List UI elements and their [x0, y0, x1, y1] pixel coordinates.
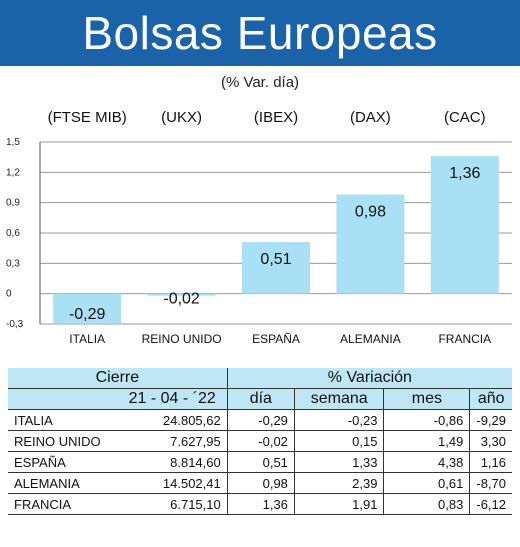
table-row: REINO UNIDO 7.627,95 -0,02 0,15 1,49 3,3…: [8, 430, 512, 452]
bar-italia: [53, 293, 122, 323]
y-tick-label: 1,5: [6, 137, 20, 148]
data-table: Cierre % Variación 21 - 04 - ´22 día sem…: [8, 368, 512, 515]
index-label: (IBEX): [254, 109, 298, 126]
y-tick-label: 0,6: [6, 228, 20, 239]
header-date: 21 - 04 - ´22: [117, 388, 228, 410]
category-label: ITALIA: [69, 332, 105, 346]
bar-alemania: [336, 194, 405, 294]
category-label: ALEMANIA: [340, 332, 401, 346]
header-cierre: Cierre: [8, 368, 228, 389]
category-label: REINO UNIDO: [142, 332, 222, 346]
bar-chart: -0,3 0 0,3 0,6 0,9 1,2 1,5 -0,29 (FTSE MIB) ITALI…: [6, 109, 512, 346]
bar-españa: [242, 242, 310, 294]
data-label: 0,51: [260, 251, 291, 268]
chart-subtitle: (% Var. día): [220, 74, 300, 91]
table-header-row-2: 21 - 04 - ´22 día semana mes año: [8, 388, 512, 410]
table-row: ALEMANIA 14.502,41 0,98 2,39 0,61 -8,70: [8, 472, 512, 494]
data-label: 1,36: [449, 165, 480, 182]
data-label: -0,29: [69, 306, 106, 323]
bar-francia: [430, 156, 499, 294]
table-header-row-1: Cierre % Variación: [8, 368, 512, 389]
index-label: (CAC): [444, 109, 486, 126]
header-semana: semana: [293, 388, 384, 410]
table-row: ESPAÑA 8.814,60 0,51 1,33 4,38 1,16: [8, 451, 512, 473]
data-label: -0,02: [163, 291, 200, 308]
table-row: ITALIA 24.805,62 -0,29 -0,23 -0,86 -9,29: [8, 409, 512, 431]
header-dia: día: [226, 388, 295, 410]
bar-reino-unido: [147, 293, 216, 296]
y-tick-label: -0,3: [6, 319, 24, 330]
index-label: (FTSE MIB): [48, 109, 127, 126]
index-label: (DAX): [350, 109, 391, 126]
header-variacion: % Variación: [226, 368, 512, 389]
category-label: ESPAÑA: [252, 332, 300, 346]
y-tick-label: 1,2: [6, 167, 20, 178]
header-ano: año: [469, 388, 512, 410]
index-label: (UKX): [161, 109, 202, 126]
header-banner: Bolsas Europeas: [0, 0, 520, 66]
data-label: 0,98: [355, 204, 386, 221]
header-mes: mes: [383, 388, 470, 410]
page-title: Bolsas Europeas: [82, 7, 438, 59]
y-tick-label: 0: [6, 289, 12, 300]
y-tick-label: 0,9: [6, 198, 20, 209]
table-row: FRANCIA 6.715,10 1,36 1,91 0,83 -6,12: [8, 493, 512, 515]
category-label: FRANCIA: [438, 332, 491, 346]
y-tick-label: 0,3: [6, 258, 20, 269]
